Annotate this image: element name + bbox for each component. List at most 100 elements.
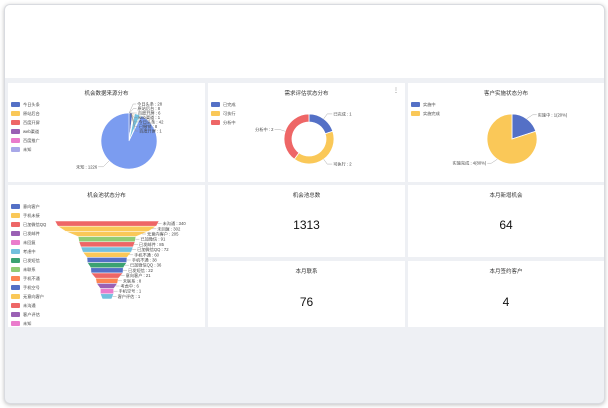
legend-item[interactable]: 已完成 <box>211 100 236 109</box>
legend-label: 未回复 <box>23 239 36 245</box>
legend-item[interactable]: 手机未接 <box>11 211 46 220</box>
legend-item[interactable]: 未知 <box>11 145 40 154</box>
funnel-layer[interactable] <box>100 293 114 300</box>
funnel-layer[interactable] <box>90 272 124 279</box>
legend-item[interactable]: 未知 <box>11 319 46 328</box>
legend-item[interactable]: web渠道 <box>11 127 40 136</box>
funnel-label: 手机不通 : 60 <box>129 251 160 258</box>
legend-label: 百度开屏 <box>23 119 40 125</box>
svg-text:未联系 : 8: 未联系 : 8 <box>123 277 142 284</box>
stat-value: 64 <box>499 218 513 232</box>
svg-text:百度开屏 : 6: 百度开屏 : 6 <box>138 109 161 116</box>
svg-text:已发短信 : 22: 已发短信 : 22 <box>128 267 154 274</box>
legend-item[interactable]: 手机空号 <box>11 283 46 292</box>
legend-swatch <box>11 267 20 272</box>
legend-item[interactable]: 实施完成 <box>411 109 440 118</box>
legend-item[interactable]: 分析中 <box>211 118 236 127</box>
svg-text:今日头条 : 28: 今日头条 : 28 <box>137 100 163 107</box>
legend-item[interactable]: 手机不通 <box>11 274 46 283</box>
data-label: 实施中 : 1(20%) <box>526 111 568 119</box>
pie-slice[interactable] <box>293 130 335 165</box>
legend-item[interactable]: 百度开屏 <box>11 118 40 127</box>
impl-pie-chart: 实施中 : 1(20%) 实施完成 : 4(80%) <box>453 111 568 166</box>
svg-text:今日头条 : 42: 今日头条 : 42 <box>139 118 165 125</box>
legend-item[interactable]: 意向客户 <box>11 202 46 211</box>
legend-item[interactable]: 无意向客户 <box>11 292 46 301</box>
legend-item[interactable]: 未联系 <box>11 265 46 274</box>
legend-item[interactable]: 客户评估 <box>11 310 46 319</box>
legend-label: 今日头条 <box>23 101 40 107</box>
svg-text:无意向客户 : 205: 无意向客户 : 205 <box>147 231 179 238</box>
funnel-layer[interactable] <box>78 241 136 248</box>
stat-label: 机会池总数 <box>292 193 321 199</box>
funnel-layer[interactable] <box>56 225 158 232</box>
funnel-layer[interactable] <box>86 262 128 269</box>
funnel-layer[interactable] <box>54 220 160 227</box>
pie-slice[interactable] <box>308 113 334 135</box>
pie-slice[interactable] <box>486 113 538 165</box>
legend-item[interactable]: 未沟通 <box>11 301 46 310</box>
legend-label: 分析中 <box>223 119 236 125</box>
eval-donut-chart: 已完成 : 1 可执行 : 2 分析中 : 2 <box>255 110 352 168</box>
legend-swatch <box>11 231 20 236</box>
impl-legend: 实施中 实施完成 <box>411 100 440 118</box>
legend-swatch <box>11 240 20 245</box>
data-label: 已完成 : 1 <box>323 110 352 119</box>
legend-label: 未联系 <box>23 266 36 272</box>
legend-item[interactable]: 已加微信QQ <box>11 220 46 229</box>
month-deal-tile: 本月签约客户 4 <box>408 261 604 327</box>
funnel-label: 客户评估 : 1 <box>112 293 141 300</box>
legend-label: 实施完成 <box>423 110 440 116</box>
legend-swatch <box>411 111 420 116</box>
funnel-layer[interactable] <box>80 246 134 253</box>
data-label: 原站后台 : 8 <box>129 105 161 114</box>
funnel-layer[interactable] <box>90 267 124 274</box>
funnel-label: 已发邮件 : 85 <box>134 241 165 248</box>
legend-label: 未沟通 <box>23 302 36 308</box>
legend-swatch <box>11 120 20 125</box>
legend-item[interactable]: 可执行 <box>211 109 236 118</box>
funnel-label: 已加微信 : 91 <box>135 236 166 243</box>
legend-label: 已完成 <box>223 101 236 107</box>
svg-text:百度开屏 : 1: 百度开屏 : 1 <box>139 127 162 134</box>
legend-item[interactable]: 已发短信 <box>11 256 46 265</box>
funnel-layer[interactable] <box>82 251 132 258</box>
funnel-layer[interactable] <box>86 257 128 263</box>
legend-item[interactable]: 原站后台 <box>11 109 40 118</box>
funnel-layer[interactable] <box>65 231 149 237</box>
legend-swatch <box>11 312 20 317</box>
legend-swatch <box>11 129 20 134</box>
legend-swatch <box>11 249 20 254</box>
legend-item[interactable]: 考虑中 <box>11 247 46 256</box>
funnel-label: 考虑中 : 6 <box>115 283 140 290</box>
panel-title: 机会池状态分布 <box>87 193 126 199</box>
legend-item[interactable]: 实施中 <box>411 100 440 109</box>
funnel-layer[interactable] <box>77 236 137 243</box>
funnel-layer[interactable] <box>95 277 119 284</box>
funnel-layer[interactable] <box>100 288 114 295</box>
svg-text:手机空号 : 1: 手机空号 : 1 <box>119 288 142 295</box>
more-options-icon[interactable]: ⋮ <box>393 88 399 94</box>
legend-item[interactable]: 今日头条 <box>11 100 40 109</box>
legend-item[interactable]: 已发邮件 <box>11 229 46 238</box>
data-label: 百度开屏 : 1 <box>131 113 162 134</box>
legend-label: 客户评估 <box>23 311 40 317</box>
svg-text:已加微信 : 91: 已加微信 : 91 <box>140 236 166 243</box>
pie-slice[interactable] <box>283 113 310 160</box>
legend-swatch <box>11 294 20 299</box>
panel-title: 需求评估状态分布 <box>284 91 329 97</box>
legend-item[interactable]: 未回复 <box>11 238 46 247</box>
legend-item[interactable]: 百度推广 <box>11 136 40 145</box>
svg-text:原站后台 : 8: 原站后台 : 8 <box>138 105 161 112</box>
legend-label: 百度推广 <box>23 137 40 143</box>
svg-text:web渠道 : 1: web渠道 : 1 <box>138 114 161 121</box>
legend-label: 已发短信 <box>23 257 40 263</box>
svg-text:可执行 : 2: 可执行 : 2 <box>333 161 352 168</box>
legend-swatch <box>11 213 20 218</box>
svg-text:已撤销 : 8: 已撤销 : 8 <box>139 123 158 130</box>
funnel-layer[interactable] <box>96 283 118 289</box>
pie-slice[interactable] <box>100 112 158 170</box>
svg-text:客户评估 : 1: 客户评估 : 1 <box>118 293 141 300</box>
svg-text:已完成 : 1: 已完成 : 1 <box>333 110 352 117</box>
